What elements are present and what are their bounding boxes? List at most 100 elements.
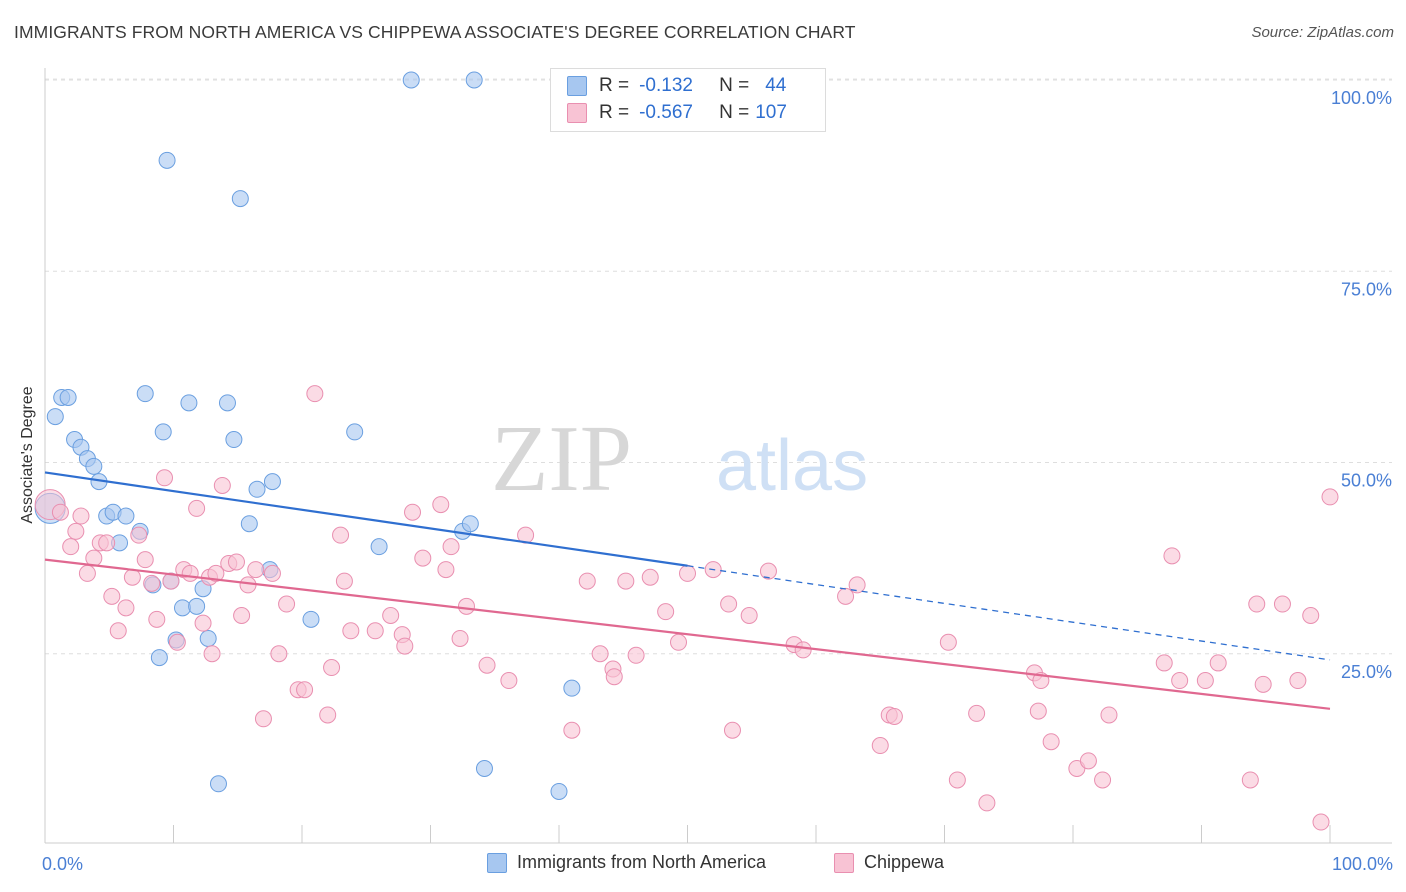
watermark-zip: ZIP bbox=[491, 407, 632, 511]
point-chippewa bbox=[939, 633, 957, 651]
n-value: 107 bbox=[755, 102, 787, 123]
point-chippewa bbox=[203, 645, 221, 663]
source-label: Source: ZipAtlas.com bbox=[1251, 24, 1394, 41]
point-immigrants bbox=[231, 190, 249, 208]
point-chippewa bbox=[1079, 752, 1097, 770]
point-immigrants bbox=[150, 649, 168, 667]
point-chippewa bbox=[641, 568, 659, 586]
point-chippewa bbox=[414, 549, 432, 567]
x-tick-label: 0.0% bbox=[42, 854, 83, 874]
point-chippewa bbox=[306, 385, 324, 403]
point-chippewa bbox=[848, 576, 866, 594]
point-chippewa bbox=[117, 599, 135, 617]
point-chippewa bbox=[437, 561, 455, 579]
point-chippewa bbox=[1094, 771, 1112, 789]
point-chippewa bbox=[62, 538, 80, 556]
point-chippewa bbox=[143, 574, 161, 592]
point-immigrants bbox=[402, 71, 420, 89]
legend-item-chippewa[interactable]: Chippewa bbox=[834, 852, 944, 873]
point-chippewa bbox=[968, 704, 986, 722]
point-chippewa bbox=[670, 633, 688, 651]
point-immigrants bbox=[154, 423, 172, 441]
point-chippewa bbox=[194, 614, 212, 632]
point-immigrants bbox=[218, 394, 236, 412]
point-chippewa bbox=[396, 637, 414, 655]
point-chippewa bbox=[98, 534, 116, 552]
r-value: -0.567 bbox=[639, 102, 693, 123]
point-chippewa bbox=[270, 645, 288, 663]
point-chippewa bbox=[1042, 733, 1060, 751]
point-immigrants bbox=[46, 408, 64, 426]
point-immigrants bbox=[240, 515, 258, 533]
n-value: 44 bbox=[765, 75, 787, 96]
point-chippewa bbox=[457, 597, 475, 615]
point-immigrants bbox=[550, 782, 568, 800]
point-chippewa bbox=[605, 668, 623, 686]
correlation-stats-box: R = -0.132 N = 44 R = -0.567 N = 107 bbox=[550, 68, 826, 132]
point-immigrants bbox=[302, 610, 320, 628]
point-immigrants bbox=[85, 457, 103, 475]
y-tick-label: 25.0% bbox=[1341, 662, 1392, 682]
point-chippewa bbox=[1100, 706, 1118, 724]
trend-line-immigrants bbox=[44, 471, 688, 567]
point-chippewa bbox=[323, 659, 341, 677]
y-tick-label: 50.0% bbox=[1341, 471, 1392, 491]
point-immigrants bbox=[173, 599, 191, 617]
point-chippewa bbox=[213, 476, 231, 494]
stats-swatch-blue bbox=[567, 76, 587, 96]
point-chippewa bbox=[563, 721, 581, 739]
point-chippewa bbox=[404, 503, 422, 521]
point-chippewa bbox=[168, 633, 186, 651]
point-chippewa bbox=[319, 706, 337, 724]
trend-line-chippewa bbox=[44, 558, 1331, 710]
y-tick-label: 100.0% bbox=[1331, 88, 1392, 108]
point-chippewa bbox=[1209, 654, 1227, 672]
point-chippewa bbox=[1155, 654, 1173, 672]
watermark-atlas: atlas bbox=[716, 426, 868, 506]
point-chippewa bbox=[627, 646, 645, 664]
point-immigrants bbox=[209, 775, 227, 793]
point-immigrants bbox=[263, 473, 281, 491]
legend-label: Immigrants from North America bbox=[517, 852, 767, 872]
point-chippewa bbox=[657, 603, 675, 621]
point-chippewa bbox=[72, 507, 90, 525]
point-chippewa bbox=[78, 564, 96, 582]
point-chippewa bbox=[720, 595, 738, 613]
point-chippewa bbox=[109, 622, 127, 640]
point-chippewa bbox=[1029, 702, 1047, 720]
point-immigrants bbox=[199, 629, 217, 647]
y-tick-label: 75.0% bbox=[1341, 279, 1392, 299]
point-chippewa bbox=[1241, 771, 1259, 789]
point-chippewa bbox=[342, 622, 360, 640]
point-immigrants bbox=[370, 538, 388, 556]
trend-lines bbox=[44, 471, 1331, 710]
point-immigrants bbox=[563, 679, 581, 697]
point-immigrants bbox=[461, 515, 479, 533]
point-chippewa bbox=[578, 572, 596, 590]
point-immigrants bbox=[136, 385, 154, 403]
watermark: ZIP atlas bbox=[491, 407, 868, 511]
data-points bbox=[34, 71, 1339, 831]
r-label: R = bbox=[599, 102, 630, 123]
point-chippewa bbox=[1302, 607, 1320, 624]
point-chippewa bbox=[591, 645, 609, 663]
point-chippewa bbox=[51, 503, 69, 521]
point-chippewa bbox=[156, 469, 174, 487]
point-immigrants bbox=[346, 423, 364, 441]
point-chippewa bbox=[247, 561, 265, 579]
stats-row-immigrants: R = -0.132 N = 44 bbox=[567, 74, 786, 98]
point-chippewa bbox=[1254, 675, 1272, 693]
point-chippewa bbox=[278, 595, 296, 613]
point-chippewa bbox=[148, 610, 166, 628]
point-immigrants bbox=[158, 151, 176, 169]
point-chippewa bbox=[332, 526, 350, 544]
point-chippewa bbox=[1171, 672, 1189, 690]
point-chippewa bbox=[181, 564, 199, 582]
point-chippewa bbox=[617, 572, 635, 590]
point-chippewa bbox=[123, 568, 141, 586]
point-chippewa bbox=[227, 553, 245, 571]
point-chippewa bbox=[871, 737, 889, 755]
point-chippewa bbox=[759, 562, 777, 580]
legend-item-immigrants[interactable]: Immigrants from North America bbox=[487, 852, 766, 873]
point-chippewa bbox=[1312, 813, 1330, 831]
